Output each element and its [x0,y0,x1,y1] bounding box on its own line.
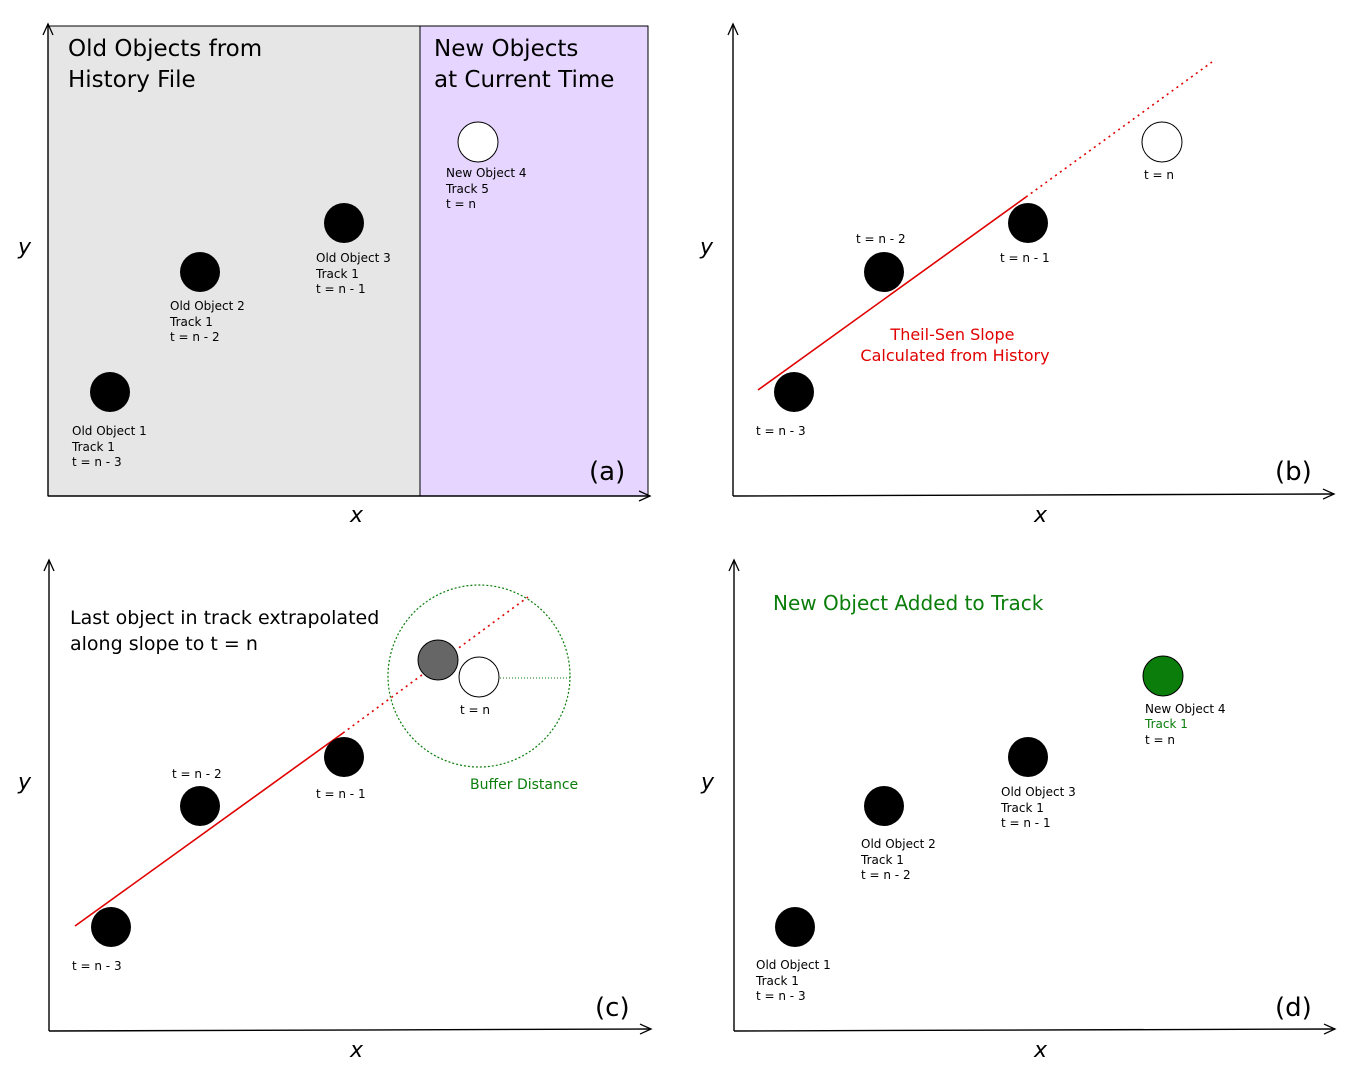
old-object-3-label: Old Object 3 Track 1 t = n - 1 [315,251,395,296]
object-t-n-marker-b [1141,121,1183,163]
y-axis-label-b: y [699,235,714,260]
y-axis-label-c: y [17,770,32,795]
time-label-t-n-c: t = n [460,703,490,717]
old-object-1-label-d: Old Object 1 Track 1 t = n - 3 [755,958,835,1003]
time-label-t-minus-3-b: t = n - 3 [756,424,806,438]
slope-text: Theil-Sen Slope Calculated from History [860,325,1049,365]
x-axis-c [48,1023,653,1035]
new-object-4-label-d: New Object 4 Track 1 t = n [1144,702,1229,747]
slope-line-b [757,196,1027,391]
extrapolation-description: Last object in track extrapolated along … [70,607,385,655]
time-label-t-minus-2-b: t = n - 2 [856,232,906,246]
y-axis-label-a: y [17,235,32,260]
history-region [47,25,421,497]
old-object-2-label-d: Old Object 2 Track 1 t = n - 2 [860,837,940,882]
x-axis-label-c: x [349,1038,364,1063]
current-region [419,25,649,497]
object-t-minus-1-marker-c [324,737,364,777]
object-t-minus-2-marker-b [864,252,904,292]
old-object-1-label: Old Object 1 Track 1 t = n - 3 [71,424,151,469]
old-object-3-marker-d [1008,737,1048,777]
x-axis-label-d: x [1033,1038,1048,1063]
time-label-t-minus-1-c: t = n - 1 [316,787,366,801]
buffer-circle [387,584,571,768]
time-label-t-minus-1-b: t = n - 1 [1000,251,1050,265]
slope-line-c [74,732,344,927]
old-object-3-marker [324,203,364,243]
old-object-3-label-d: Old Object 3 Track 1 t = n - 1 [1000,785,1080,830]
object-t-minus-2-marker-c [180,786,220,826]
x-axis-d [733,1023,1337,1035]
x-axis-label-a: x [349,503,364,528]
new-object-marker-c [458,656,500,698]
panel-label-d: (d) [1275,993,1312,1023]
new-object-4-marker [457,121,499,163]
current-title: New Objects at Current Time [434,36,614,93]
panel-b: y x t = n - 3 t = n - 2 t = n - 1 t = n … [699,22,1336,528]
panel-d: y x New Object Added to Track Old Object… [700,558,1337,1063]
slope-extension-b [1025,61,1213,198]
panel-a: y x Old Objects from History File New Ob… [17,22,652,528]
buffer-distance-label: Buffer Distance [470,777,578,793]
panel-c: y x Last object in track extrapolated al… [17,558,653,1063]
y-axis-label-d: y [700,770,715,795]
old-object-1-marker-d [775,907,815,947]
old-object-1-marker [90,372,130,412]
old-object-2-marker [180,252,220,292]
new-object-4-marker-d [1142,655,1184,697]
time-label-t-minus-2-c: t = n - 2 [172,767,222,781]
old-object-2-marker-d [864,786,904,826]
panel-label-a: (a) [589,457,625,487]
object-t-minus-3-marker-c [91,907,131,947]
x-axis-b [732,488,1336,500]
panel-d-title: New Object Added to Track [773,591,1044,615]
panel-label-b: (b) [1275,457,1312,487]
extrapolated-object-marker [417,639,459,681]
old-object-2-label: Old Object 2 Track 1 t = n - 2 [169,299,249,344]
time-label-t-n-b: t = n [1144,168,1174,182]
panel-label-c: (c) [595,993,630,1023]
new-object-4-label: New Object 4 Track 5 t = n [445,166,530,211]
object-t-minus-3-marker-b [774,372,814,412]
object-t-minus-1-marker-b [1008,203,1048,243]
x-axis-label-b: x [1033,503,1048,528]
history-title: Old Objects from History File [68,36,269,93]
time-label-t-minus-3-c: t = n - 3 [72,959,122,973]
